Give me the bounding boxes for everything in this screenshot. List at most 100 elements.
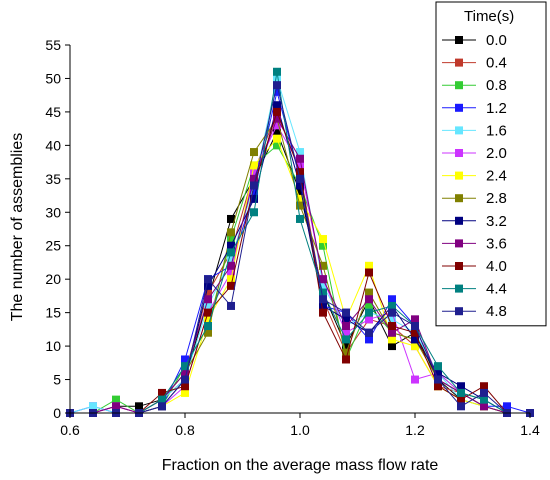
legend-swatch-marker [455, 194, 463, 203]
y-tick-label: 40 [45, 137, 61, 153]
data-point [296, 174, 304, 183]
data-point [181, 388, 189, 397]
legend-swatch-marker [455, 284, 463, 293]
legend-label: 4.8 [486, 303, 507, 320]
data-point [227, 228, 235, 237]
data-point [342, 308, 350, 317]
data-point [181, 355, 189, 364]
data-point [365, 315, 373, 324]
legend-swatch-marker [455, 239, 463, 248]
data-point [227, 255, 235, 264]
data-point [457, 395, 465, 404]
legend-label: 4.4 [486, 281, 507, 298]
data-point [480, 395, 488, 404]
data-point [388, 315, 396, 324]
data-point [388, 322, 396, 331]
data-point [342, 348, 350, 357]
legend: Time(s) 0.0 0.4 0.8 1.2 1.6 2.0 2.4 2.8 3.2 3.6 4.… [435, 1, 547, 327]
data-point [158, 402, 166, 411]
legend-label: 4.0 [486, 258, 507, 275]
x-tick-label: 0.8 [175, 422, 195, 438]
data-point [273, 101, 281, 110]
data-point [319, 275, 327, 284]
data-point [250, 181, 258, 190]
data-point [204, 275, 212, 284]
legend-label: 2.4 [486, 168, 507, 185]
legend-title: Time(s) [464, 8, 514, 25]
data-point [411, 335, 419, 344]
legend-label: 2.8 [486, 190, 507, 207]
legend-swatch-marker [455, 36, 463, 44]
data-point [388, 295, 396, 304]
data-point [365, 295, 373, 304]
data-point [227, 268, 235, 277]
y-tick-label: 25 [45, 238, 61, 254]
data-point [365, 301, 373, 310]
y-tick-label: 50 [45, 70, 61, 86]
axes-layer: 0.6 0.8 1.0 1.2 1.4 0 5 10 15 20 25 30 35 40 45 50 55 [45, 37, 540, 438]
data-point [135, 402, 143, 411]
data-point [227, 275, 235, 284]
data-point [181, 362, 189, 371]
x-tick-label: 0.6 [60, 422, 80, 438]
data-point [411, 315, 419, 324]
y-axis-label: The number of assemblies [9, 133, 26, 322]
legend-swatch-marker [455, 103, 463, 112]
data-point [319, 301, 327, 310]
data-point [250, 188, 258, 197]
data-point [181, 382, 189, 391]
legend-item: 1.2 [442, 100, 507, 117]
data-point [227, 214, 235, 223]
legend-swatch-marker [455, 81, 463, 90]
data-point [227, 301, 235, 310]
data-point [273, 121, 281, 130]
data-point [296, 214, 304, 223]
legend-item: 2.4 [442, 168, 507, 185]
y-tick-label: 10 [45, 338, 61, 354]
legend-swatch-marker [455, 216, 463, 225]
data-point [434, 362, 442, 371]
y-tick-label: 0 [53, 405, 61, 421]
legend-label: 1.2 [486, 100, 507, 117]
data-point [296, 161, 304, 170]
legend-item: 4.4 [442, 281, 507, 298]
data-point [181, 375, 189, 384]
data-point [365, 268, 373, 277]
legend-swatch-marker [455, 126, 463, 135]
data-point [296, 168, 304, 177]
data-point [227, 281, 235, 290]
data-point [342, 315, 350, 324]
data-point [204, 322, 212, 331]
data-point [388, 308, 396, 317]
legend-swatch-marker [455, 262, 463, 270]
data-point [204, 315, 212, 324]
y-tick-label: 15 [45, 305, 61, 321]
data-point [227, 235, 235, 244]
legend-swatch-marker [455, 149, 463, 157]
data-point [227, 241, 235, 250]
legend-swatch-marker [455, 58, 463, 67]
data-point [319, 288, 327, 297]
data-point [457, 382, 465, 391]
legend-swatch-marker [455, 171, 463, 180]
data-point [342, 322, 350, 331]
data-point [388, 328, 396, 337]
data-point [273, 141, 281, 150]
data-point [319, 281, 327, 290]
data-point [457, 402, 465, 411]
data-point [411, 375, 419, 384]
data-point [411, 342, 419, 351]
x-axis-label: Fraction on the average mass flow rate [162, 457, 439, 474]
data-point [319, 308, 327, 317]
legend-label: 3.2 [486, 213, 507, 230]
legend-label: 0.8 [486, 77, 507, 94]
y-tick-label: 20 [45, 271, 61, 287]
data-point [112, 395, 120, 404]
data-point [250, 148, 258, 157]
data-point [273, 114, 281, 123]
legend-item: 1.6 [442, 122, 507, 139]
data-point [319, 295, 327, 304]
data-point [273, 67, 281, 76]
data-point [434, 368, 442, 377]
data-point [319, 235, 327, 244]
